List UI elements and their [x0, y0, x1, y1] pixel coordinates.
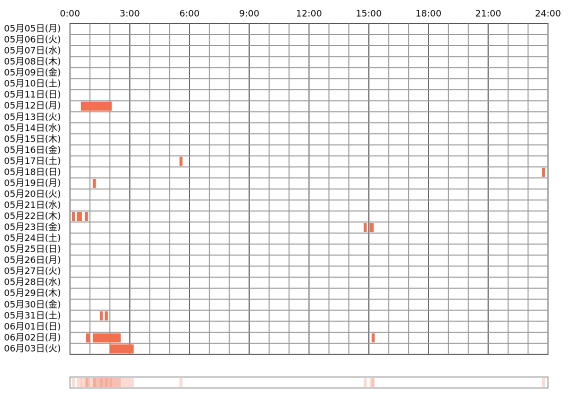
x-tick-label: 6:00 — [179, 10, 199, 20]
y-tick-label: 05月19日(月) — [4, 178, 61, 189]
y-tick-label: 06月03日(火) — [4, 343, 61, 354]
y-tick-label: 05月21日(水) — [4, 199, 61, 211]
y-tick-label: 05月05日(月) — [4, 24, 61, 35]
y-tick-label: 05月20日(火) — [4, 189, 61, 200]
x-tick-label: 9:00 — [239, 10, 259, 20]
activity-bar — [104, 311, 108, 321]
y-tick-label: 05月12日(月) — [4, 101, 61, 112]
summary-bar — [99, 378, 103, 387]
activity-bar — [84, 212, 88, 222]
y-tick-label: 05月13日(火) — [4, 112, 61, 123]
y-tick-label: 05月09日(金) — [4, 67, 61, 79]
x-tick-label: 18:00 — [416, 10, 442, 20]
activity-bar — [71, 212, 75, 222]
x-tick-label: 0:00 — [60, 10, 80, 20]
activity-bar — [109, 344, 134, 354]
y-tick-label: 05月06日(火) — [4, 35, 61, 46]
activity-bar — [179, 156, 183, 166]
summary-bar — [369, 378, 374, 387]
summary-bar — [71, 378, 75, 387]
summary-bar — [363, 378, 367, 387]
x-tick-label: 21:00 — [475, 10, 501, 20]
summary-bar — [104, 378, 108, 387]
y-tick-label: 05月22日(木) — [4, 210, 61, 222]
y-tick-label: 05月14日(水) — [4, 122, 61, 134]
activity-bar — [80, 101, 112, 111]
summary-bar — [92, 378, 121, 387]
y-tick-label: 05月18日(日) — [4, 167, 61, 178]
x-tick-label: 24:00 — [535, 10, 561, 20]
summary-bar — [371, 378, 375, 387]
summary-bar — [542, 378, 546, 387]
y-tick-label: 06月02日(月) — [4, 332, 61, 343]
activity-bar — [363, 223, 367, 233]
y-tick-label: 05月31日(土) — [4, 309, 61, 321]
summary-bar — [76, 378, 82, 387]
y-tick-label: 05月16日(金) — [4, 144, 61, 156]
summary-bar — [80, 378, 112, 387]
summary-strip — [69, 376, 549, 389]
y-tick-label: 05月24日(土) — [4, 232, 61, 244]
summary-bar — [85, 378, 90, 387]
y-tick-label: 05月17日(土) — [4, 155, 61, 167]
summary-bar — [179, 378, 183, 387]
x-tick-label: 15:00 — [356, 10, 382, 20]
x-tick-label: 12:00 — [296, 10, 322, 20]
summary-bar — [109, 378, 134, 387]
activity-bar — [76, 212, 82, 222]
x-tick-label: 3:00 — [120, 10, 140, 20]
activity-bar — [371, 333, 375, 343]
y-tick-label: 05月25日(日) — [4, 244, 61, 255]
activity-bar — [92, 333, 121, 343]
summary-bar — [92, 378, 96, 387]
summary-bar — [84, 378, 88, 387]
y-tick-label: 05月28日(水) — [4, 276, 61, 288]
y-tick-label: 05月23日(金) — [4, 221, 61, 233]
y-tick-label: 05月27日(火) — [4, 266, 61, 277]
y-tick-label: 05月26日(月) — [4, 255, 61, 266]
y-tick-label: 05月30日(金) — [4, 298, 61, 310]
y-tick-label: 05月07日(水) — [4, 45, 61, 57]
y-tick-label: 05月10日(土) — [4, 78, 61, 90]
y-tick-label: 05月29日(木) — [4, 287, 61, 299]
activity-bar — [99, 311, 103, 321]
activity-bar — [85, 333, 90, 343]
activity-bar — [542, 167, 546, 177]
y-tick-label: 05月15日(木) — [4, 133, 61, 145]
y-tick-label: 06月01日(日) — [4, 321, 61, 332]
y-tick-label: 05月08日(木) — [4, 56, 61, 68]
activity-bar — [369, 223, 374, 233]
y-tick-label: 05月11日(日) — [4, 90, 61, 101]
activity-bar — [92, 178, 96, 188]
